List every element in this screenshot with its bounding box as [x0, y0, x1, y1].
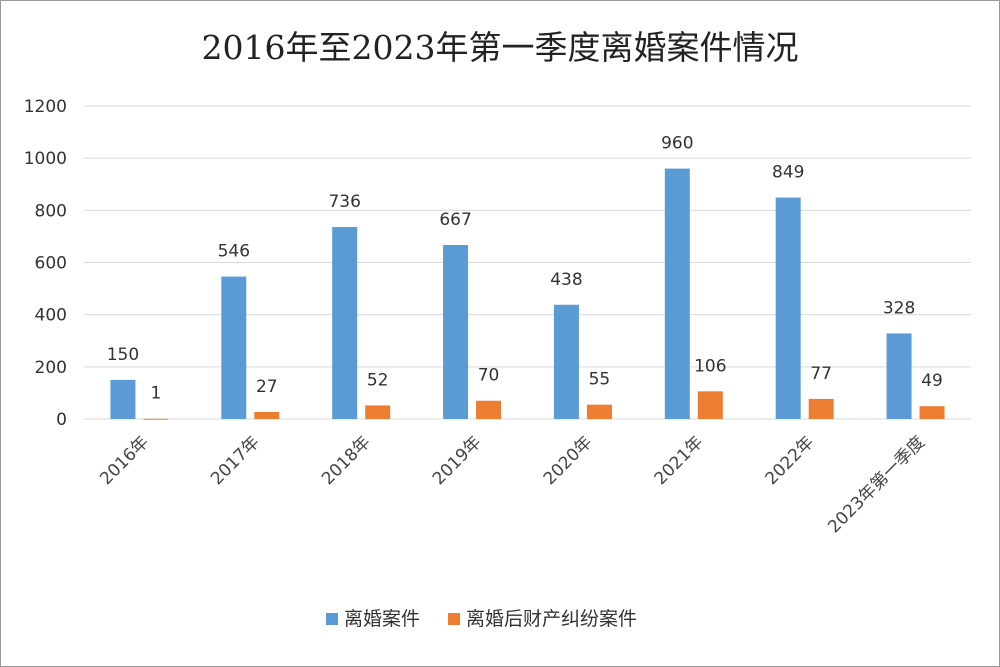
legend-swatch-divorce-cases — [326, 613, 338, 625]
data-label: 328 — [883, 298, 915, 318]
data-label: 546 — [218, 242, 250, 262]
bar-divorce-cases — [332, 227, 358, 419]
chart-title: 2016年至2023年第一季度离婚案件情况 — [202, 28, 799, 67]
data-label: 77 — [810, 364, 832, 384]
y-tick-label: 0 — [56, 410, 67, 430]
bar-divorce-cases — [553, 304, 579, 419]
data-label: 736 — [328, 192, 360, 212]
data-label: 106 — [694, 356, 726, 376]
bar-property-dispute-cases — [808, 398, 834, 419]
data-label: 49 — [921, 371, 943, 391]
bar-divorce-cases — [775, 197, 801, 419]
data-label: 70 — [478, 366, 500, 386]
bar-property-dispute-cases — [365, 405, 391, 419]
y-tick-label: 1200 — [24, 97, 67, 117]
bar-property-dispute-cases — [586, 404, 612, 419]
data-label: 150 — [107, 345, 139, 365]
bar-property-dispute-cases — [254, 411, 280, 419]
x-axis-ticks: 2016年 2017年 2018年 2019年 2020年 2021年 2022年 2023年… — [96, 432, 929, 537]
y-axis-ticks: 0 200 400 600 800 1000 1200 — [24, 97, 67, 430]
bar-divorce-cases — [443, 245, 469, 419]
x-tick-label: 2023年第一季度 — [824, 432, 929, 537]
data-label: 1 — [151, 384, 162, 404]
legend-swatch-property-dispute-cases — [448, 613, 460, 625]
data-label: 52 — [367, 370, 389, 390]
x-tick-label: 2017年 — [207, 432, 264, 489]
data-label: 27 — [256, 377, 278, 397]
data-label: 55 — [589, 370, 611, 390]
bar-property-dispute-cases — [919, 406, 945, 419]
data-labels: 150 1 546 27 736 52 667 70 438 55 960 106 849 77 328 49 — [107, 134, 943, 404]
legend-label: 离婚后财产纠纷案件 — [466, 608, 637, 630]
bar-property-dispute-cases — [697, 391, 723, 419]
bars — [110, 168, 945, 420]
y-tick-label: 600 — [35, 254, 67, 274]
y-tick-label: 800 — [35, 201, 67, 221]
legend-label: 离婚案件 — [344, 608, 420, 630]
bar-divorce-cases — [221, 276, 247, 419]
x-tick-label: 2021年 — [651, 432, 708, 489]
bar-divorce-cases — [110, 379, 136, 419]
bar-divorce-cases — [664, 168, 690, 419]
data-label: 667 — [439, 210, 471, 230]
x-tick-label: 2020年 — [540, 432, 597, 489]
x-tick-label: 2022年 — [761, 432, 818, 489]
y-tick-label: 1000 — [24, 149, 67, 169]
y-tick-label: 200 — [35, 358, 67, 378]
y-tick-label: 400 — [35, 306, 67, 326]
data-label: 438 — [550, 270, 582, 290]
bar-divorce-cases — [886, 333, 912, 419]
x-tick-label: 2019年 — [429, 432, 486, 489]
legend: 离婚案件 离婚后财产纠纷案件 — [326, 608, 637, 630]
gridlines — [84, 105, 971, 420]
x-tick-label: 2016年 — [96, 432, 153, 489]
data-label: 849 — [772, 163, 804, 183]
x-tick-label: 2018年 — [318, 432, 375, 489]
bar-property-dispute-cases — [476, 400, 502, 419]
bar-property-dispute-cases — [143, 418, 169, 420]
data-label: 960 — [661, 134, 693, 154]
